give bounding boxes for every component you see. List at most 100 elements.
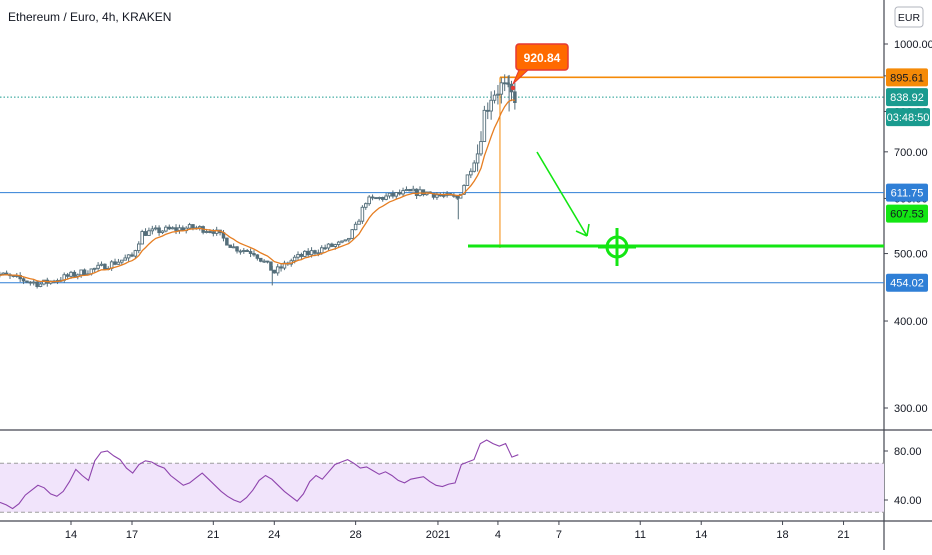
candle	[187, 222, 192, 229]
candle	[479, 131, 483, 157]
x-tick-label: 2021	[426, 529, 450, 541]
target-crosshair-icon[interactable]	[598, 228, 636, 266]
y-tick-label: 1000.00	[894, 39, 932, 51]
candle	[350, 229, 354, 240]
forecast-arrow-head	[575, 223, 590, 237]
candle	[489, 91, 493, 120]
candle	[336, 240, 341, 248]
candle	[231, 243, 236, 249]
forecast-arrow[interactable]	[536, 151, 588, 237]
candle	[235, 246, 239, 254]
target-price-tag[interactable]: 607.53	[886, 204, 928, 223]
candle	[374, 197, 378, 200]
candle	[225, 237, 229, 246]
candle	[326, 243, 331, 251]
candle	[486, 102, 490, 120]
candle	[272, 269, 277, 274]
candle	[391, 190, 395, 199]
y-tick-label: 300.00	[894, 403, 928, 415]
y-tick-label: 500.00	[894, 249, 928, 261]
candle	[96, 262, 100, 272]
candle	[99, 261, 104, 267]
candle	[164, 225, 168, 233]
currency-button[interactable]: EUR	[894, 6, 924, 28]
low-support-price-tag-text: 454.02	[890, 278, 924, 290]
candle	[262, 259, 266, 263]
x-tick-label: 21	[207, 529, 219, 541]
candle	[303, 250, 307, 257]
candle	[343, 239, 348, 242]
candle	[140, 229, 144, 245]
support-price-tag[interactable]: 611.75	[886, 183, 928, 202]
candle	[153, 225, 158, 231]
candle	[157, 225, 161, 236]
candle	[408, 188, 412, 192]
candle	[25, 280, 29, 284]
candle	[296, 251, 300, 261]
candle	[35, 281, 39, 289]
x-tick-label: 14	[695, 529, 707, 541]
x-tick-label: 21	[837, 529, 849, 541]
candle	[31, 279, 36, 286]
candle	[103, 263, 107, 270]
target-price-tag-text: 607.53	[890, 209, 924, 221]
candle	[397, 189, 402, 196]
candle	[360, 205, 365, 224]
candle	[245, 249, 249, 252]
current-price-tag[interactable]: 838.92	[886, 88, 928, 107]
candle	[28, 281, 33, 286]
high-price-callout-label: 920.84	[524, 51, 561, 65]
candle	[113, 258, 117, 266]
x-tick-label: 11	[635, 529, 646, 541]
candle	[147, 227, 151, 236]
x-tick-label: 18	[776, 529, 788, 541]
candle	[123, 254, 127, 261]
rsi-pane	[0, 439, 884, 513]
candle	[21, 277, 26, 285]
candle	[482, 105, 487, 142]
candle	[137, 241, 141, 254]
candle	[340, 240, 344, 244]
rsi-y-tick-label: 80.00	[894, 446, 922, 458]
candle	[92, 267, 97, 273]
candle	[72, 270, 77, 278]
candle	[258, 257, 263, 263]
candle	[465, 174, 470, 186]
candle	[279, 263, 283, 272]
candle	[275, 264, 280, 276]
candle	[492, 90, 497, 104]
candle	[299, 252, 304, 260]
candle	[469, 168, 473, 179]
candle	[150, 225, 155, 235]
candle	[82, 268, 87, 276]
rsi-y-tick-label: 40.00	[894, 495, 922, 507]
candle	[387, 192, 392, 199]
y-tick-label: 700.00	[894, 147, 928, 159]
candle	[174, 224, 178, 235]
resistance-price-tag[interactable]: 895.61	[886, 68, 928, 87]
candle	[255, 254, 260, 261]
high-price-callout[interactable]: 920.84	[512, 43, 569, 85]
candle	[133, 249, 138, 259]
x-tick-label: 7	[556, 529, 562, 541]
candle	[380, 196, 385, 202]
candle	[475, 144, 480, 172]
candle	[499, 77, 504, 104]
candle	[472, 160, 476, 173]
candle	[126, 254, 131, 262]
candle	[323, 244, 327, 251]
candle	[367, 195, 371, 206]
candle	[394, 192, 399, 200]
candle	[384, 193, 388, 201]
candle	[370, 194, 375, 201]
x-tick-label: 17	[126, 529, 138, 541]
low-support-price-tag[interactable]: 454.02	[886, 273, 928, 292]
candle	[364, 202, 368, 210]
candle	[435, 191, 439, 200]
candle	[228, 244, 233, 248]
candle	[357, 218, 361, 225]
support-price-tag-text: 611.75	[891, 188, 924, 200]
currency-button-label: EUR	[898, 12, 921, 24]
candle	[79, 269, 83, 278]
